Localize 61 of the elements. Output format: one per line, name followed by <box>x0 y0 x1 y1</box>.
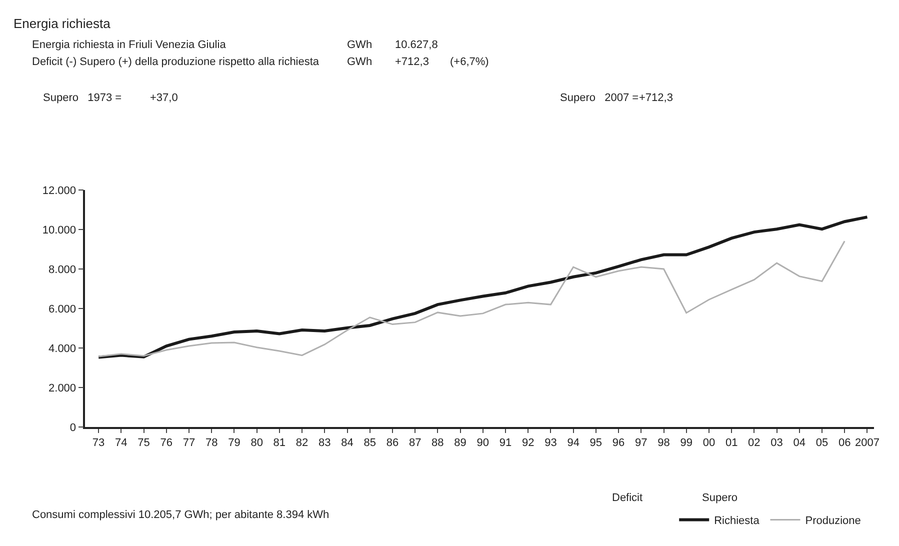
text: Consumi complessivi 10.205,7 GWh; per abitante 8.394 kWh <box>32 509 330 521</box>
x-tick-label: 05 <box>816 436 828 449</box>
x-tick-label: 86 <box>386 436 399 449</box>
text: Deficit (-) Supero (+) della produzione rispetto alla richiesta <box>32 56 320 68</box>
x-tick-label: 94 <box>567 436 580 449</box>
x-tick-label: 91 <box>499 436 512 449</box>
x-tick-label: 79 <box>228 436 240 449</box>
y-tick-label: 4.000 <box>48 342 76 355</box>
chart-title: Energia richiesta <box>13 16 112 32</box>
line-series <box>98 240 846 358</box>
x-tick-label: 93 <box>544 436 557 449</box>
text: +37,0 <box>150 92 178 104</box>
text: Supero 1973 = <box>43 92 122 104</box>
text: +712,3 <box>639 92 673 104</box>
x-tick-label: 88 <box>432 436 444 449</box>
x-tick-label: 02 <box>748 436 760 449</box>
x-tick-label: 2007 <box>854 436 880 449</box>
x-tick-label: 73 <box>92 436 105 449</box>
x-tick-label: 82 <box>296 436 308 449</box>
x-tick-label: 04 <box>793 436 806 449</box>
x-tick-label: 97 <box>635 436 648 449</box>
x-tick-label: 75 <box>138 436 150 449</box>
text: +712,3 <box>395 56 429 68</box>
y-tick-label: 0 <box>70 422 76 434</box>
text: 10.627,8 <box>395 39 438 51</box>
legend-label: Produzione <box>805 515 861 527</box>
y-tick-label: 8.000 <box>48 264 76 276</box>
x-tick-label: 92 <box>522 436 534 449</box>
x-tick-label: 01 <box>725 436 738 449</box>
x-tick-label: 90 <box>476 436 490 449</box>
x-tick-label: 85 <box>364 436 376 449</box>
text: (+6,7%) <box>450 56 489 68</box>
y-tick-label: 12.000 <box>42 184 76 197</box>
x-tick-label: 98 <box>658 436 670 449</box>
text: Deficit <box>612 492 643 504</box>
text: Supero 2007 = <box>560 92 639 104</box>
text: Energia richiesta in Friuli Venezia Giulia <box>32 39 227 51</box>
x-tick-label: 81 <box>273 436 286 449</box>
x-tick-label: 99 <box>680 436 692 449</box>
y-tick-label: 10.000 <box>42 224 76 236</box>
x-tick-label: 87 <box>408 436 422 449</box>
x-tick-label: 77 <box>182 436 196 449</box>
x-tick-label: 76 <box>160 436 173 449</box>
text: GWh <box>347 56 372 68</box>
text: Supero <box>702 492 738 504</box>
x-tick-label: 83 <box>318 436 331 449</box>
x-tick-label: 95 <box>590 436 602 449</box>
x-tick-label: 74 <box>115 436 128 449</box>
x-tick-label: 80 <box>250 436 263 449</box>
line-series <box>97 216 869 359</box>
text: GWh <box>347 39 372 51</box>
legend-label: Richiesta <box>714 515 760 527</box>
x-tick-label: 03 <box>770 436 783 449</box>
x-tick-label: 78 <box>205 436 218 449</box>
x-tick-label: 96 <box>612 436 625 449</box>
x-tick-label: 84 <box>341 436 354 449</box>
x-tick-label: 00 <box>702 436 716 449</box>
x-tick-label: 89 <box>454 436 466 449</box>
y-tick-label: 2.000 <box>48 382 76 394</box>
x-tick-label: 06 <box>838 436 851 449</box>
y-tick-label: 6.000 <box>48 303 76 316</box>
